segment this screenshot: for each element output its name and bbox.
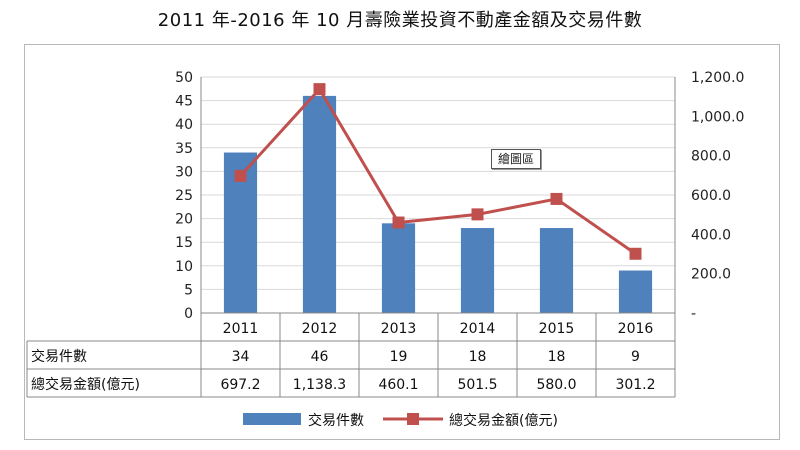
table-cell: 580.0 xyxy=(536,377,576,393)
y-right-tick-label: 1,000.0 xyxy=(691,109,744,125)
y-right-tick-label: 200.0 xyxy=(691,267,731,283)
x-category-label: 2012 xyxy=(302,321,338,337)
bar-2015[interactable] xyxy=(539,228,574,313)
chart-svg: 0 5 10 15 20 25 30 35 40 45 50 - 200.0 400.0 600.0 800.… xyxy=(26,70,744,429)
legend-swatch-line-marker xyxy=(407,413,419,425)
line-point-2016[interactable] xyxy=(629,247,642,260)
y-left-tick-label: 0 xyxy=(184,306,193,322)
y-left-tick-label: 30 xyxy=(175,164,193,180)
table-cell: 460.1 xyxy=(378,377,418,393)
x-category-label: 2011 xyxy=(223,321,259,337)
table-cell: 18 xyxy=(469,349,487,365)
x-category-label: 2016 xyxy=(618,321,654,337)
y-left-tick-label: 35 xyxy=(175,141,193,157)
chart-title: 2011 年-2016 年 10 月壽險業投資不動產金額及交易件數 xyxy=(157,10,643,31)
table-cell: 697.2 xyxy=(220,377,260,393)
line-point-2014[interactable] xyxy=(471,208,484,221)
table-cell: 1,138.3 xyxy=(293,377,346,393)
y-right-tick-label: 400.0 xyxy=(691,227,731,243)
chart-area[interactable]: 0 5 10 15 20 25 30 35 40 45 50 - 200.0 400.0 600.0 800.… xyxy=(24,44,780,440)
y-right-tick-label: 1,200.0 xyxy=(691,70,744,86)
bar-2014[interactable] xyxy=(460,228,495,313)
table-cell: 19 xyxy=(390,349,408,365)
legend-label-bars: 交易件數 xyxy=(308,412,364,429)
y-right-tick-label: 600.0 xyxy=(691,188,731,204)
bar-2016[interactable] xyxy=(618,270,653,313)
table-cell: 46 xyxy=(311,349,329,365)
y-left-tick-label: 45 xyxy=(175,94,193,110)
table-cell: 501.5 xyxy=(457,377,497,393)
line-series-amount xyxy=(239,86,637,255)
table-cell: 34 xyxy=(232,349,250,365)
line-point-2012[interactable] xyxy=(313,83,326,96)
y-left-tick-label: 25 xyxy=(175,188,193,204)
y-left-tick-label: 15 xyxy=(175,235,193,251)
bar-2012[interactable] xyxy=(302,95,337,313)
table-row-label: 交易件數 xyxy=(31,348,87,365)
x-category-label: 2015 xyxy=(539,321,575,337)
y-left-tick-label: 50 xyxy=(175,70,193,86)
y-left-tick-label: 40 xyxy=(175,117,193,133)
table-cell: 18 xyxy=(548,349,566,365)
line-point-2013[interactable] xyxy=(392,216,405,229)
bar-2013[interactable] xyxy=(381,223,416,313)
x-category-label: 2013 xyxy=(381,321,417,337)
table-row-label: 總交易金額(億元) xyxy=(31,376,140,393)
x-category-label: 2014 xyxy=(460,321,496,337)
y-left-tick-label: 5 xyxy=(184,282,193,298)
legend-swatch-bars xyxy=(243,413,301,425)
legend-label-line: 總交易金額(億元) xyxy=(449,412,558,429)
y-right-tick-label: - xyxy=(691,306,696,322)
line-point-2015[interactable] xyxy=(550,192,563,205)
line-point-2011[interactable] xyxy=(234,169,247,182)
table-cell: 9 xyxy=(631,349,640,365)
y-left-tick-label: 20 xyxy=(175,212,193,228)
plot-area-tooltip: 繪圖區 xyxy=(491,149,541,169)
table-cell: 301.2 xyxy=(615,377,655,393)
y-right-tick-label: 800.0 xyxy=(691,149,731,165)
y-left-tick-label: 10 xyxy=(175,259,193,275)
